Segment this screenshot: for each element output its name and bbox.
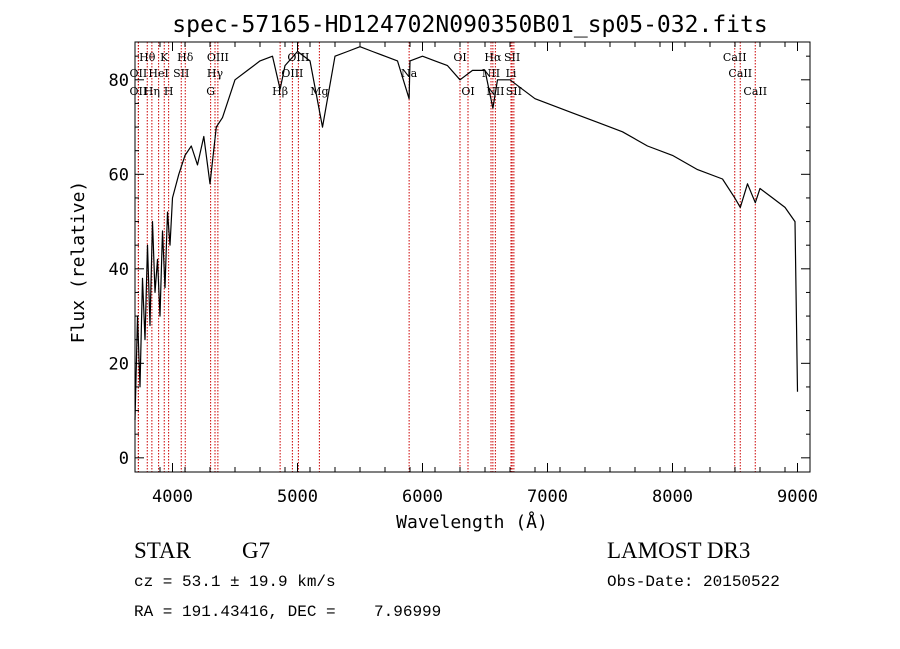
- coordinates: RA = 191.43416, DEC = 7.96999: [134, 603, 442, 621]
- x-tick-label: 7000: [527, 487, 568, 507]
- y-tick-label: 0: [119, 449, 129, 469]
- line-marker-label: OIII: [281, 67, 303, 80]
- line-marker-label: OIII: [207, 51, 229, 64]
- line-marker-label: Mg: [310, 85, 328, 98]
- line-marker-label: OI: [453, 51, 466, 64]
- x-tick-label: 5000: [277, 487, 318, 507]
- y-tick-label: 60: [109, 165, 129, 185]
- y-tick-label: 20: [109, 354, 129, 374]
- line-marker-label: SII: [173, 67, 189, 80]
- line-marker-label: H: [164, 85, 174, 98]
- line-marker-label: CaII: [743, 85, 767, 98]
- redshift-value: cz = 53.1 ± 19.9 km/s: [134, 573, 336, 591]
- x-tick-label: 4000: [152, 487, 193, 507]
- line-marker-label: OIII: [287, 51, 309, 64]
- object-subclass: G7: [242, 538, 271, 563]
- line-marker-label: Li: [506, 67, 517, 80]
- spectrum-series-line: [134, 46, 799, 421]
- line-marker-label: OII: [130, 67, 148, 80]
- line-marker-label: G: [206, 85, 215, 98]
- plot-frame: [134, 41, 811, 473]
- line-marker-label: Hδ: [177, 51, 194, 64]
- line-marker-label: OI: [461, 85, 474, 98]
- line-marker-label: K: [160, 51, 169, 64]
- line-marker-label: Hη: [144, 85, 160, 98]
- y-tick-label: 40: [109, 260, 129, 280]
- observation-date: Obs-Date: 20150522: [607, 573, 780, 591]
- x-tick-label: 8000: [652, 487, 693, 507]
- line-marker-label: Hθ: [139, 51, 156, 64]
- line-marker-label: Hγ: [207, 67, 224, 80]
- line-marker-label: SII: [506, 85, 522, 98]
- series-layer: [134, 46, 799, 421]
- x-tick-label: 6000: [402, 487, 443, 507]
- chart-title: spec-57165-HD124702N090350B01_sp05-032.f…: [172, 12, 767, 38]
- object-class: STAR: [134, 538, 191, 563]
- line-marker-label: NII: [486, 85, 504, 98]
- survey-name: LAMOST DR3: [607, 538, 751, 563]
- axis-ticks: 4000 5000 6000 7000 8000 9000 0 20 40 60 80: [109, 42, 818, 507]
- line-marker-label: OII: [130, 85, 148, 98]
- line-marker-label: Hβ: [272, 85, 288, 98]
- line-marker-label: SII: [504, 51, 520, 64]
- line-marker-label: Na: [401, 67, 418, 80]
- line-marker-label: Hα: [484, 51, 502, 64]
- line-marker-label: HeI: [148, 67, 168, 80]
- line-marker-label: CaII: [723, 51, 747, 64]
- x-axis-label: Wavelength (Å): [396, 511, 548, 533]
- line-marker-layer: [137, 42, 756, 472]
- line-marker-label: NII: [482, 67, 500, 80]
- y-axis-label: Flux (relative): [68, 181, 89, 344]
- y-tick-label: 80: [109, 71, 129, 91]
- line-marker-label: CaII: [728, 67, 752, 80]
- x-tick-label: 9000: [777, 487, 818, 507]
